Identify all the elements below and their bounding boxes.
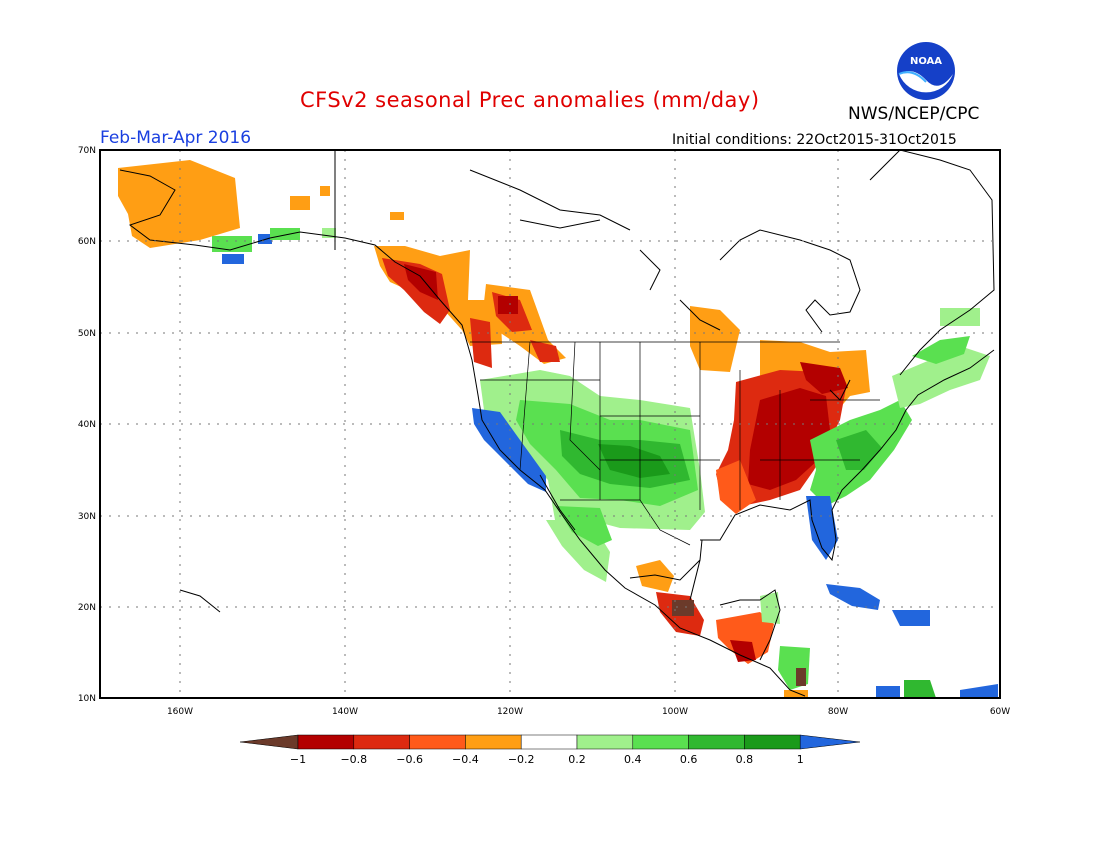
lon-label: 80W: [828, 707, 848, 717]
lat-label: 70N: [78, 146, 96, 156]
longitude-labels: 160W 140W 120W 100W 80W 60W: [167, 707, 1010, 717]
colorbar-segment: [744, 734, 801, 750]
lat-label: 20N: [78, 603, 96, 613]
map-title: CFSv2 seasonal Prec anomalies (mm/day): [300, 88, 760, 112]
anomaly-field: [118, 160, 998, 698]
wet-region-caribbean: [826, 584, 998, 698]
noaa-logo-icon: NOAA: [897, 42, 955, 100]
colorbar-label: −0.4: [452, 753, 479, 766]
wet-region-alaska-south: [212, 228, 336, 264]
lat-label: 60N: [78, 237, 96, 247]
latitude-labels: 70N 60N 50N 40N 30N 20N 10N: [78, 146, 96, 704]
colorbar-segment: [353, 734, 410, 750]
colorbar-label: 0.8: [736, 753, 754, 766]
colorbar-segment: [520, 734, 578, 750]
agency-label: NWS/NCEP/CPC: [848, 104, 980, 124]
gridlines: [100, 150, 1000, 698]
coastlines: [119, 149, 995, 697]
lat-label: 50N: [78, 329, 96, 339]
colorbar-label: −0.2: [508, 753, 535, 766]
wet-region-western-us: [472, 370, 705, 582]
colorbar-label: 0.2: [568, 753, 586, 766]
state-borders: [470, 341, 880, 546]
map-frame: [99, 149, 1001, 699]
lon-label: 60W: [990, 707, 1010, 717]
anomaly-region-mexico: [636, 560, 810, 698]
colorbar-label: −1: [290, 753, 306, 766]
colorbar-segment: [576, 734, 634, 750]
colorbar-lower-triangle: [239, 734, 299, 750]
colorbar-upper-triangle: [799, 734, 861, 750]
colorbar-segment: [688, 734, 745, 750]
lat-label: 30N: [78, 512, 96, 522]
lon-label: 100W: [662, 707, 688, 717]
lon-label: 160W: [167, 707, 193, 717]
colorbar-label: 0.4: [624, 753, 642, 766]
colorbar-label: 0.6: [680, 753, 698, 766]
lon-label: 140W: [332, 707, 358, 717]
colorbar: [239, 734, 861, 750]
colorbar-segment: [465, 734, 522, 750]
colorbar-label: 1: [797, 753, 804, 766]
colorbar-segment: [632, 734, 689, 750]
colorbar-labels: −1 −0.8 −0.6 −0.4 −0.2 0.2 0.4 0.6 0.8 1: [290, 753, 804, 766]
colorbar-label: −0.8: [340, 753, 367, 766]
lat-label: 10N: [78, 694, 96, 704]
dry-region-alaska: [118, 160, 404, 248]
dry-region-pacific-northwest: [374, 246, 566, 368]
colorbar-segment: [409, 734, 466, 750]
initial-conditions-label: Initial conditions: 22Oct2015-31Oct2015: [672, 132, 957, 148]
dry-region-eastern-us: [690, 306, 870, 514]
logo-text: NOAA: [910, 56, 942, 67]
lat-label: 40N: [78, 420, 96, 430]
colorbar-segment: [297, 734, 355, 750]
colorbar-label: −0.6: [396, 753, 423, 766]
lon-label: 120W: [497, 707, 523, 717]
season-label: Feb-Mar-Apr 2016: [100, 128, 252, 148]
